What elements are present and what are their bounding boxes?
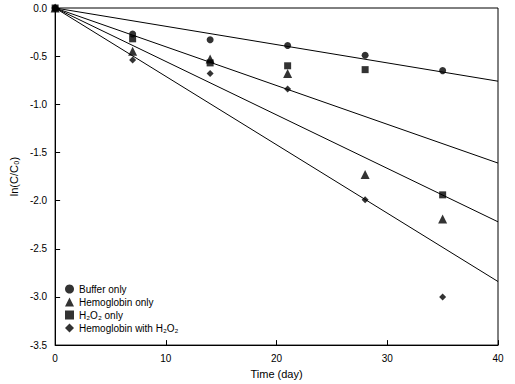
svg-text:-2.5: -2.5	[30, 243, 48, 254]
svg-text:-1.0: -1.0	[30, 99, 48, 110]
svg-text:0.0: 0.0	[33, 3, 47, 14]
svg-text:-1.5: -1.5	[30, 147, 48, 158]
svg-text:-0.5: -0.5	[30, 51, 48, 62]
svg-text:-2.0: -2.0	[30, 195, 48, 206]
svg-text:30: 30	[382, 353, 394, 364]
svg-text:-3.5: -3.5	[30, 340, 48, 351]
svg-text:-3.0: -3.0	[30, 291, 48, 302]
svg-text:10: 10	[160, 353, 172, 364]
svg-text:Hemoglobin with H₂O₂: Hemoglobin with H₂O₂	[79, 323, 179, 334]
svg-text:20: 20	[271, 353, 283, 364]
svg-text:Buffer only: Buffer only	[79, 284, 127, 295]
svg-text:Hemoglobin only: Hemoglobin only	[79, 297, 154, 308]
svg-text:40: 40	[492, 353, 504, 364]
svg-text:Time (day): Time (day)	[250, 368, 302, 380]
svg-text:ln(C/C₀): ln(C/C₀)	[8, 157, 20, 196]
svg-text:0: 0	[52, 353, 58, 364]
svg-text:H₂O₂ only: H₂O₂ only	[79, 310, 123, 321]
